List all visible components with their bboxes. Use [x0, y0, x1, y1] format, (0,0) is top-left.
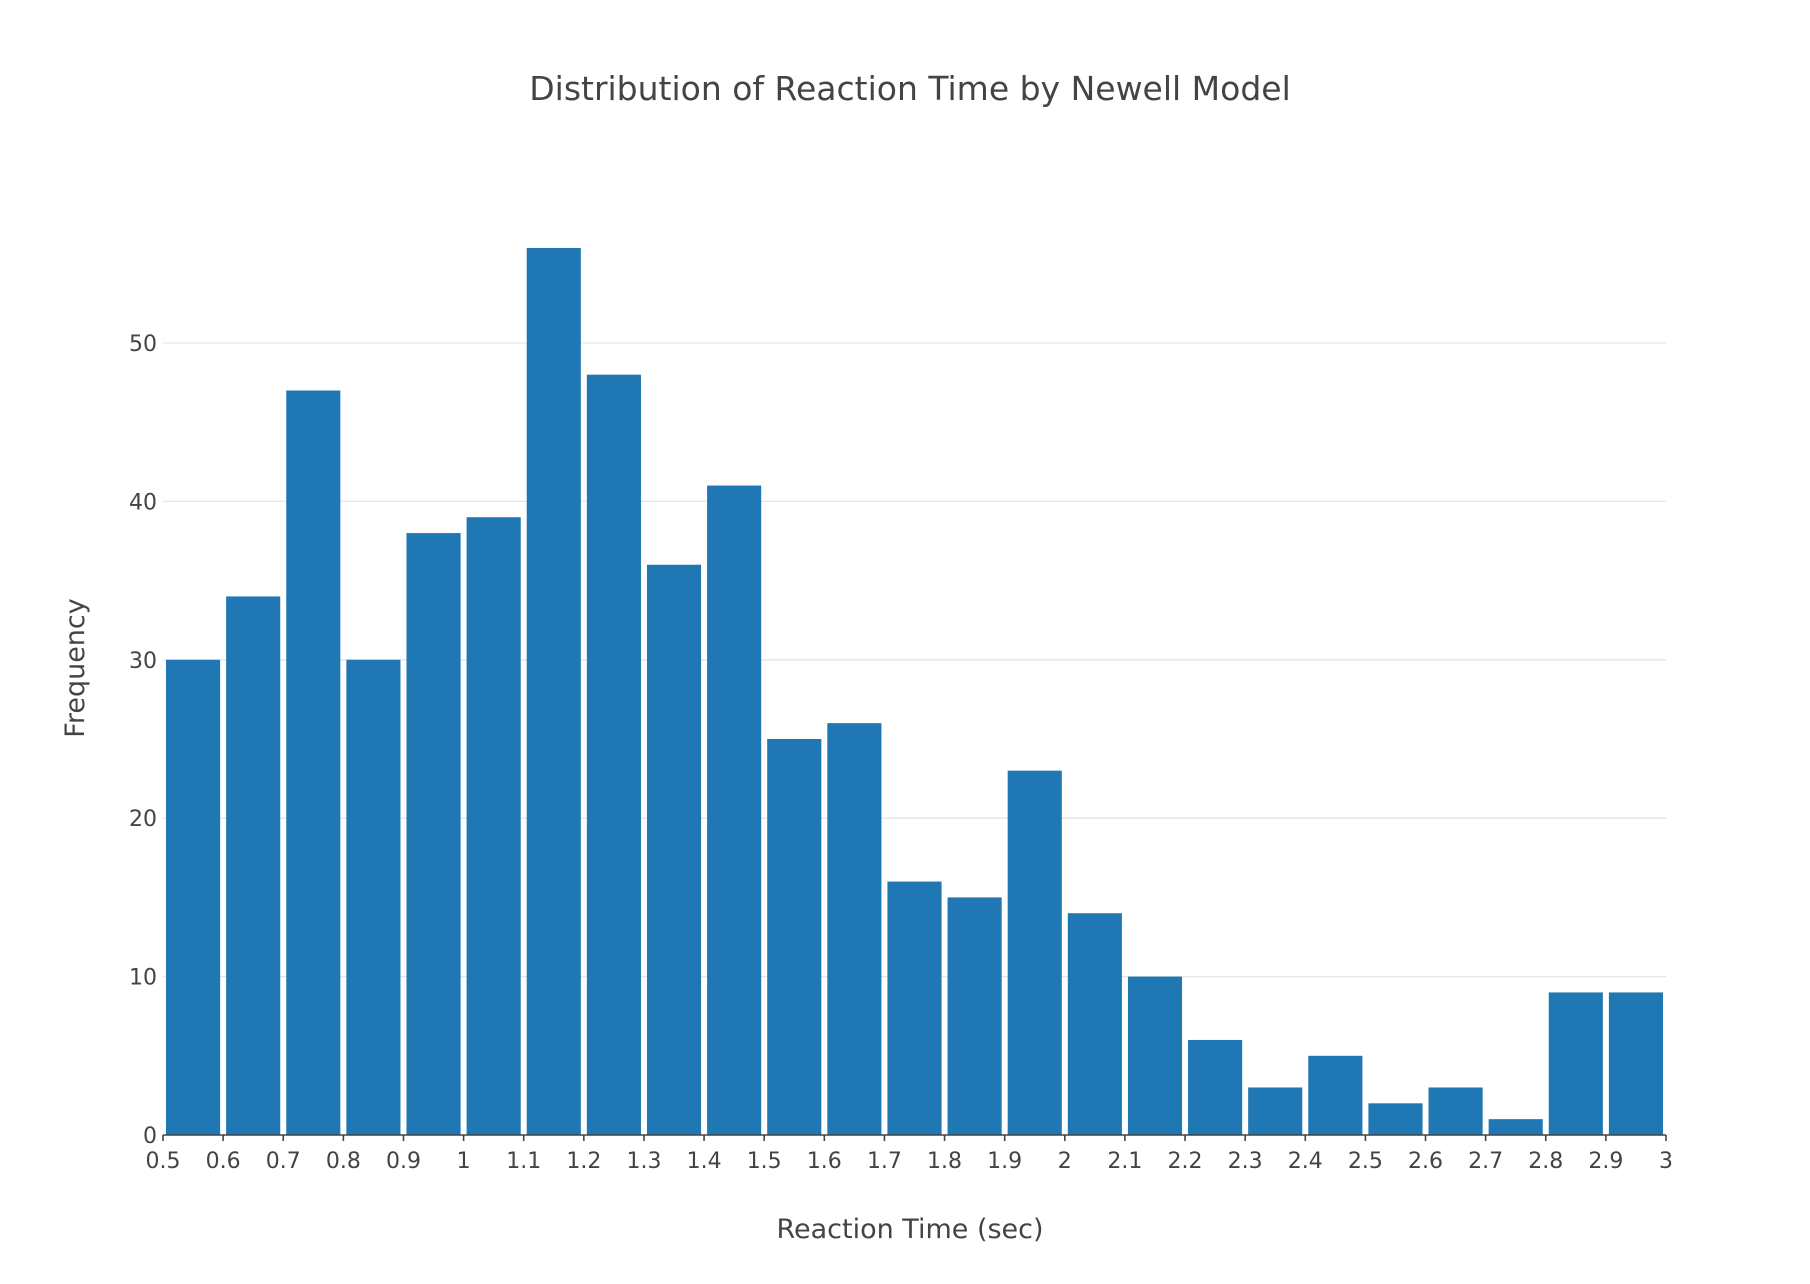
axes — [162, 1134, 1667, 1141]
chart-title: Distribution of Reaction Time by Newell … — [529, 69, 1291, 108]
x-tick-label: 2.2 — [1168, 1149, 1203, 1174]
x-tick-label: 1.6 — [807, 1149, 842, 1174]
histogram-bar — [1548, 992, 1603, 1135]
histogram-bar — [166, 659, 221, 1135]
histogram-bar — [1248, 1087, 1303, 1135]
x-tick-label: 2.5 — [1348, 1149, 1383, 1174]
x-tick-label: 2.8 — [1528, 1149, 1563, 1174]
x-tick-label: 2.4 — [1288, 1149, 1323, 1174]
histogram-bar — [1308, 1055, 1363, 1135]
x-tick-label: 1.9 — [987, 1149, 1022, 1174]
histogram-bar — [827, 723, 882, 1135]
y-tick-labels: 0 10 20 30 40 50 — [129, 332, 157, 1149]
x-tick-label: 1.7 — [867, 1149, 902, 1174]
histogram-bar — [346, 659, 401, 1135]
x-tick-label: 1 — [457, 1149, 471, 1174]
x-tick-label: 1.5 — [747, 1149, 782, 1174]
x-tick-label: 1.3 — [626, 1149, 661, 1174]
y-tick-label: 0 — [143, 1124, 157, 1149]
x-tick-label: 2.1 — [1107, 1149, 1142, 1174]
x-axis-title: Reaction Time (sec) — [776, 1214, 1043, 1245]
histogram-bar — [947, 897, 1002, 1135]
x-tick-label: 0.9 — [386, 1149, 421, 1174]
y-tick-label: 50 — [129, 332, 157, 357]
y-tick-label: 20 — [129, 807, 157, 832]
y-tick-label: 30 — [129, 649, 157, 674]
histogram-bar — [707, 485, 762, 1135]
histogram-bar — [767, 739, 822, 1135]
x-tick-label: 3 — [1659, 1149, 1673, 1174]
histogram-bar — [226, 596, 281, 1135]
x-tick-label: 0.6 — [206, 1149, 241, 1174]
histogram-bar — [887, 881, 942, 1135]
histogram-bar — [466, 517, 521, 1135]
y-tick-label: 40 — [129, 490, 157, 515]
bars — [166, 247, 1663, 1135]
x-tick-label: 1.8 — [927, 1149, 962, 1174]
x-tick-label: 2.6 — [1408, 1149, 1443, 1174]
histogram-bar — [1127, 976, 1183, 1135]
x-tick-label: 2.9 — [1588, 1149, 1623, 1174]
histogram-bar — [1067, 913, 1122, 1135]
histogram-bar — [406, 533, 461, 1135]
histogram-bar — [646, 564, 702, 1135]
histogram-bar — [1368, 1103, 1423, 1135]
histogram-bar — [1007, 770, 1062, 1135]
histogram-bar — [1188, 1039, 1243, 1135]
x-tick-label: 1.4 — [687, 1149, 722, 1174]
x-tick-label: 1.1 — [506, 1149, 541, 1174]
x-tick-label: 2.7 — [1468, 1149, 1503, 1174]
histogram-bar — [286, 390, 341, 1135]
histogram-bar — [1428, 1087, 1483, 1135]
x-tick-labels: 0.5 0.6 0.7 0.8 0.9 1 1.1 1.2 1.3 1.4 1.5 1.6 1.7 1.8… — [146, 1149, 1674, 1174]
histogram-bar — [1488, 1119, 1543, 1135]
histogram-bar — [526, 247, 581, 1135]
x-tick-label: 0.5 — [146, 1149, 181, 1174]
histogram-bar — [1608, 992, 1663, 1135]
y-axis-title: Frequency — [60, 598, 91, 738]
y-tick-label: 10 — [129, 966, 157, 991]
x-tick-label: 0.7 — [266, 1149, 301, 1174]
x-tick-label: 2 — [1058, 1149, 1072, 1174]
x-tick-label: 2.3 — [1228, 1149, 1263, 1174]
x-tick-label: 0.8 — [326, 1149, 361, 1174]
histogram-bar — [586, 374, 641, 1135]
x-tick-label: 1.2 — [566, 1149, 601, 1174]
